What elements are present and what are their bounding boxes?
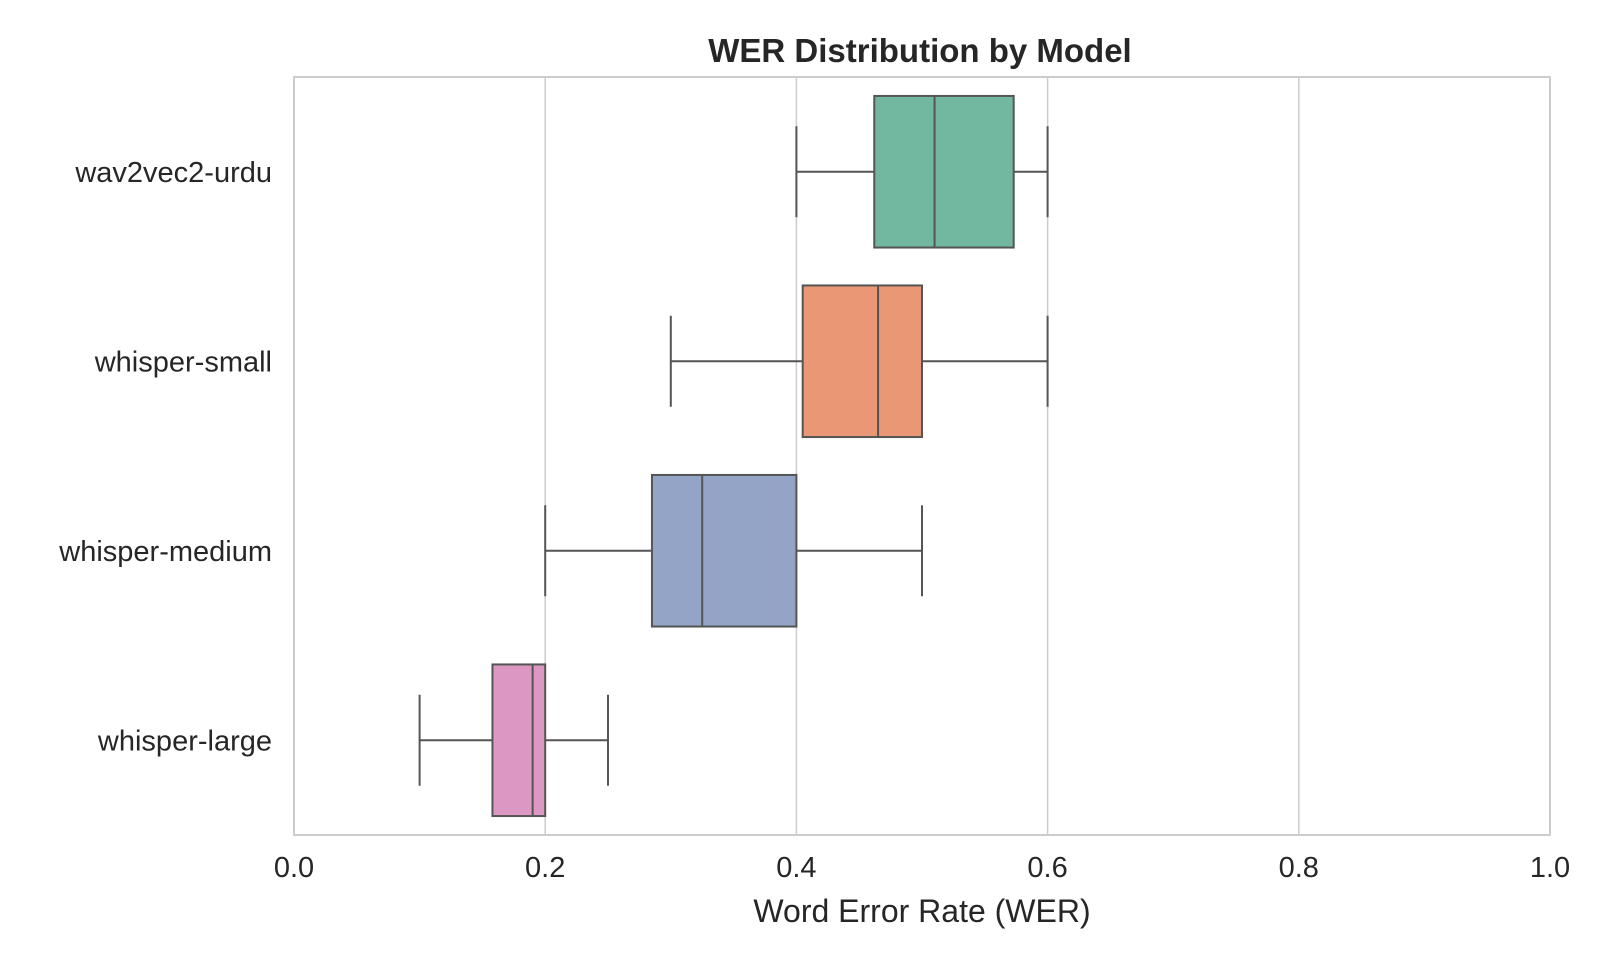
iqr-box	[650, 473, 798, 628]
iqr-box	[873, 94, 1015, 249]
x-tick-label: 0.0	[274, 852, 314, 884]
y-tick-label: wav2vec2-urdu	[74, 157, 272, 189]
y-tick-label: whisper-medium	[58, 536, 272, 568]
iqr-box	[801, 284, 923, 439]
x-axis-title: Word Error Rate (WER)	[753, 893, 1090, 929]
box-whisper-small	[669, 284, 1049, 439]
x-tick-label: 1.0	[1530, 852, 1570, 884]
y-tick-label: whisper-large	[97, 725, 272, 757]
x-tick-label: 0.8	[1279, 852, 1319, 884]
box-whisper-medium	[544, 473, 923, 628]
box-whisper-large	[418, 663, 609, 818]
chart-title: WER Distribution by Model	[708, 32, 1131, 69]
y-tick-label: whisper-small	[94, 346, 272, 378]
iqr-box	[491, 663, 547, 818]
y-tick-labels: wav2vec2-urdu whisper-small whisper-medium…	[58, 157, 272, 758]
box-wav2vec2-urdu	[795, 94, 1049, 249]
x-tick-labels: 0.0 0.2 0.4 0.6 0.8 1.0	[274, 852, 1570, 884]
x-tick-label: 0.4	[776, 852, 816, 884]
x-tick-label: 0.6	[1027, 852, 1067, 884]
box-layer	[418, 94, 1049, 818]
x-tick-label: 0.2	[525, 852, 565, 884]
plot-frame	[293, 76, 1551, 836]
